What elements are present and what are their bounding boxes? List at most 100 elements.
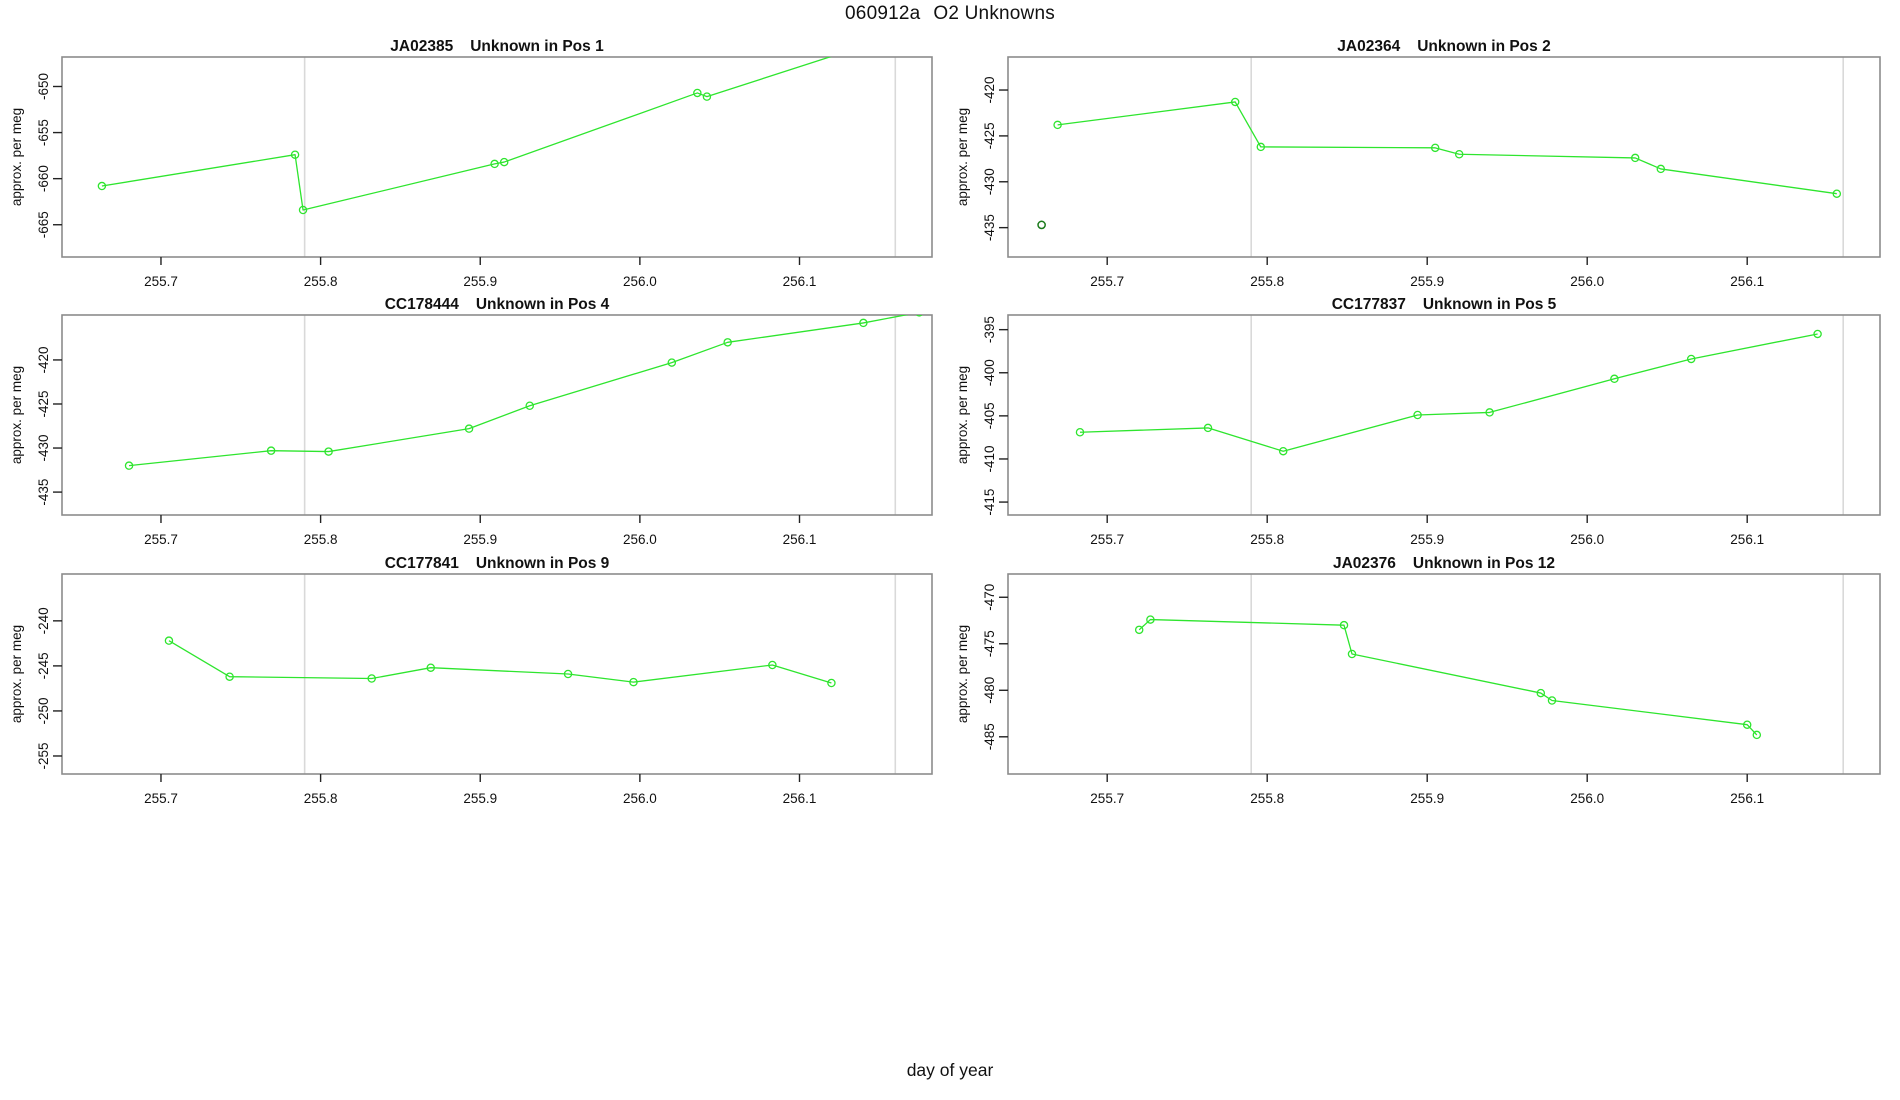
plot-CC177837: 255.7 255.8 255.9 256.0 256.1 -395 -400 -405 -41… bbox=[955, 314, 1881, 547]
x-tick-label: 256.1 bbox=[783, 532, 817, 547]
x-tick-label: 255.7 bbox=[1090, 274, 1124, 289]
y-tick-label: -480 bbox=[982, 677, 997, 704]
data-point-marker bbox=[1610, 374, 1619, 384]
y-axis-label: approx. per meg bbox=[9, 366, 24, 464]
subplot-title-pos2: JA02364 Unknown in Pos 2 bbox=[1337, 38, 1551, 55]
y-axis-label: approx. per meg bbox=[955, 625, 970, 723]
y-axis-label: approx. per meg bbox=[9, 625, 24, 723]
data-point-marker bbox=[1630, 153, 1640, 163]
plot-JA02364: 255.7 255.8 255.9 256.0 256.1 -420 -425 -430 -43… bbox=[955, 56, 1881, 289]
data-point-marker bbox=[225, 672, 234, 681]
x-tick-label: 255.8 bbox=[1250, 532, 1284, 547]
x-tick-label: 256.1 bbox=[783, 791, 817, 806]
x-tick-label: 256.0 bbox=[1570, 532, 1604, 547]
y-tick-label: -430 bbox=[36, 435, 51, 462]
series-line bbox=[1138, 618, 1758, 736]
series-group bbox=[1075, 329, 1822, 456]
x-tick-label: 256.1 bbox=[783, 274, 817, 289]
data-point-marker bbox=[266, 446, 276, 455]
data-point-marker bbox=[1485, 408, 1494, 417]
plot-frame bbox=[1007, 56, 1881, 258]
figure-title-subject: O2 Unknowns bbox=[933, 3, 1055, 24]
plot-CC177841: 255.7 255.8 255.9 256.0 256.1 -240 -245 -250 -25… bbox=[9, 573, 933, 806]
x-tick-label: 256.0 bbox=[623, 791, 657, 806]
data-point-marker bbox=[667, 358, 677, 367]
x-tick-label: 256.0 bbox=[1570, 274, 1604, 289]
x-tick-label: 256.0 bbox=[623, 274, 657, 289]
subplot-title-pos5: CC177837 Unknown in Pos 5 bbox=[1331, 296, 1557, 313]
y-tick-label: -435 bbox=[982, 214, 997, 241]
plot-frame bbox=[1007, 573, 1881, 775]
y-tick-label: -400 bbox=[982, 359, 997, 386]
data-point-marker bbox=[1278, 446, 1288, 456]
data-point-marker bbox=[1656, 164, 1666, 174]
series-group bbox=[1134, 615, 1762, 740]
x-tick-label: 256.1 bbox=[1730, 791, 1764, 806]
series-group bbox=[1037, 97, 1842, 230]
y-tick-label: -425 bbox=[982, 122, 997, 149]
data-point-marker bbox=[324, 447, 333, 456]
x-tick-label: 256.0 bbox=[1570, 791, 1604, 806]
plot-frame bbox=[1007, 314, 1881, 516]
plot-frame bbox=[61, 56, 933, 258]
series-line bbox=[168, 640, 832, 684]
series-group bbox=[124, 315, 923, 470]
data-point-marker bbox=[859, 318, 868, 328]
y-tick-label: -665 bbox=[36, 211, 51, 238]
plot-canvas-ja02364: 255.7 255.8 255.9 256.0 256.1 -420 -425 -430 -43… bbox=[955, 56, 1881, 289]
data-point-marker bbox=[693, 88, 702, 98]
y-axis-label: approx. per meg bbox=[9, 108, 24, 206]
data-point-marker bbox=[490, 159, 499, 169]
plot-canvas-cc177841: 255.7 255.8 255.9 256.0 256.1 -240 -245 -250 -25… bbox=[9, 573, 933, 806]
data-point-marker bbox=[629, 677, 638, 687]
x-tick-label: 255.7 bbox=[144, 274, 178, 289]
series-line bbox=[1057, 101, 1837, 195]
data-point-marker bbox=[464, 424, 474, 433]
data-point-marker bbox=[1146, 615, 1155, 624]
data-point-marker bbox=[1430, 143, 1440, 153]
y-tick-label: -650 bbox=[36, 73, 51, 100]
x-tick-label: 255.8 bbox=[304, 274, 338, 289]
x-tick-label: 255.7 bbox=[1090, 791, 1124, 806]
plot-canvas-cc177837: 255.7 255.8 255.9 256.0 256.1 -395 -400 -405 -41… bbox=[955, 314, 1881, 547]
data-point-marker bbox=[1075, 427, 1085, 437]
y-tick-label: -410 bbox=[982, 445, 997, 472]
series-line bbox=[1079, 333, 1818, 452]
data-point-marker bbox=[892, 32, 899, 39]
data-point-marker bbox=[124, 461, 134, 470]
subplot-title-pos1: JA02385 Unknown in Pos 1 bbox=[390, 38, 604, 55]
x-tick-label: 255.9 bbox=[1410, 274, 1444, 289]
data-point-marker bbox=[1813, 329, 1822, 339]
shared-x-axis-label: day of year bbox=[906, 1060, 994, 1080]
series-group bbox=[97, 32, 899, 215]
data-point-marker bbox=[1203, 423, 1213, 433]
x-tick-label: 255.7 bbox=[144, 791, 178, 806]
y-tick-label: -475 bbox=[982, 630, 997, 657]
x-tick-label: 255.9 bbox=[1410, 532, 1444, 547]
data-point-marker bbox=[1752, 730, 1762, 740]
data-point-marker bbox=[525, 401, 534, 410]
y-tick-label: -430 bbox=[982, 168, 997, 195]
x-tick-label: 255.8 bbox=[304, 532, 338, 547]
figure-title: 060912a O2 Unknowns bbox=[0, 3, 1900, 25]
x-tick-label: 255.9 bbox=[1410, 791, 1444, 806]
y-tick-label: -255 bbox=[36, 742, 51, 769]
x-tick-label: 255.9 bbox=[463, 791, 497, 806]
y-tick-label: -245 bbox=[36, 652, 51, 679]
data-point-marker bbox=[1230, 97, 1240, 107]
plot-JA02385: 255.7 255.8 255.9 256.0 256.1 -650 -655 -660 -66… bbox=[9, 32, 933, 289]
y-axis-label: approx. per meg bbox=[955, 366, 970, 464]
data-point-marker bbox=[563, 669, 573, 679]
data-point-marker bbox=[97, 181, 107, 191]
series-line bbox=[128, 315, 909, 467]
data-point-marker bbox=[1547, 696, 1557, 705]
subplot-title-pos4: CC178444 Unknown in Pos 4 bbox=[384, 296, 610, 313]
plot-CC178444: 255.7 255.8 255.9 256.0 256.1 -420 -425 -430 -43… bbox=[9, 314, 933, 547]
x-tick-label: 255.8 bbox=[1250, 274, 1284, 289]
x-tick-label: 255.9 bbox=[463, 274, 497, 289]
data-point-marker bbox=[164, 636, 174, 645]
data-point-marker bbox=[1339, 620, 1349, 630]
x-tick-label: 255.7 bbox=[144, 532, 178, 547]
data-point-marker bbox=[702, 92, 712, 101]
